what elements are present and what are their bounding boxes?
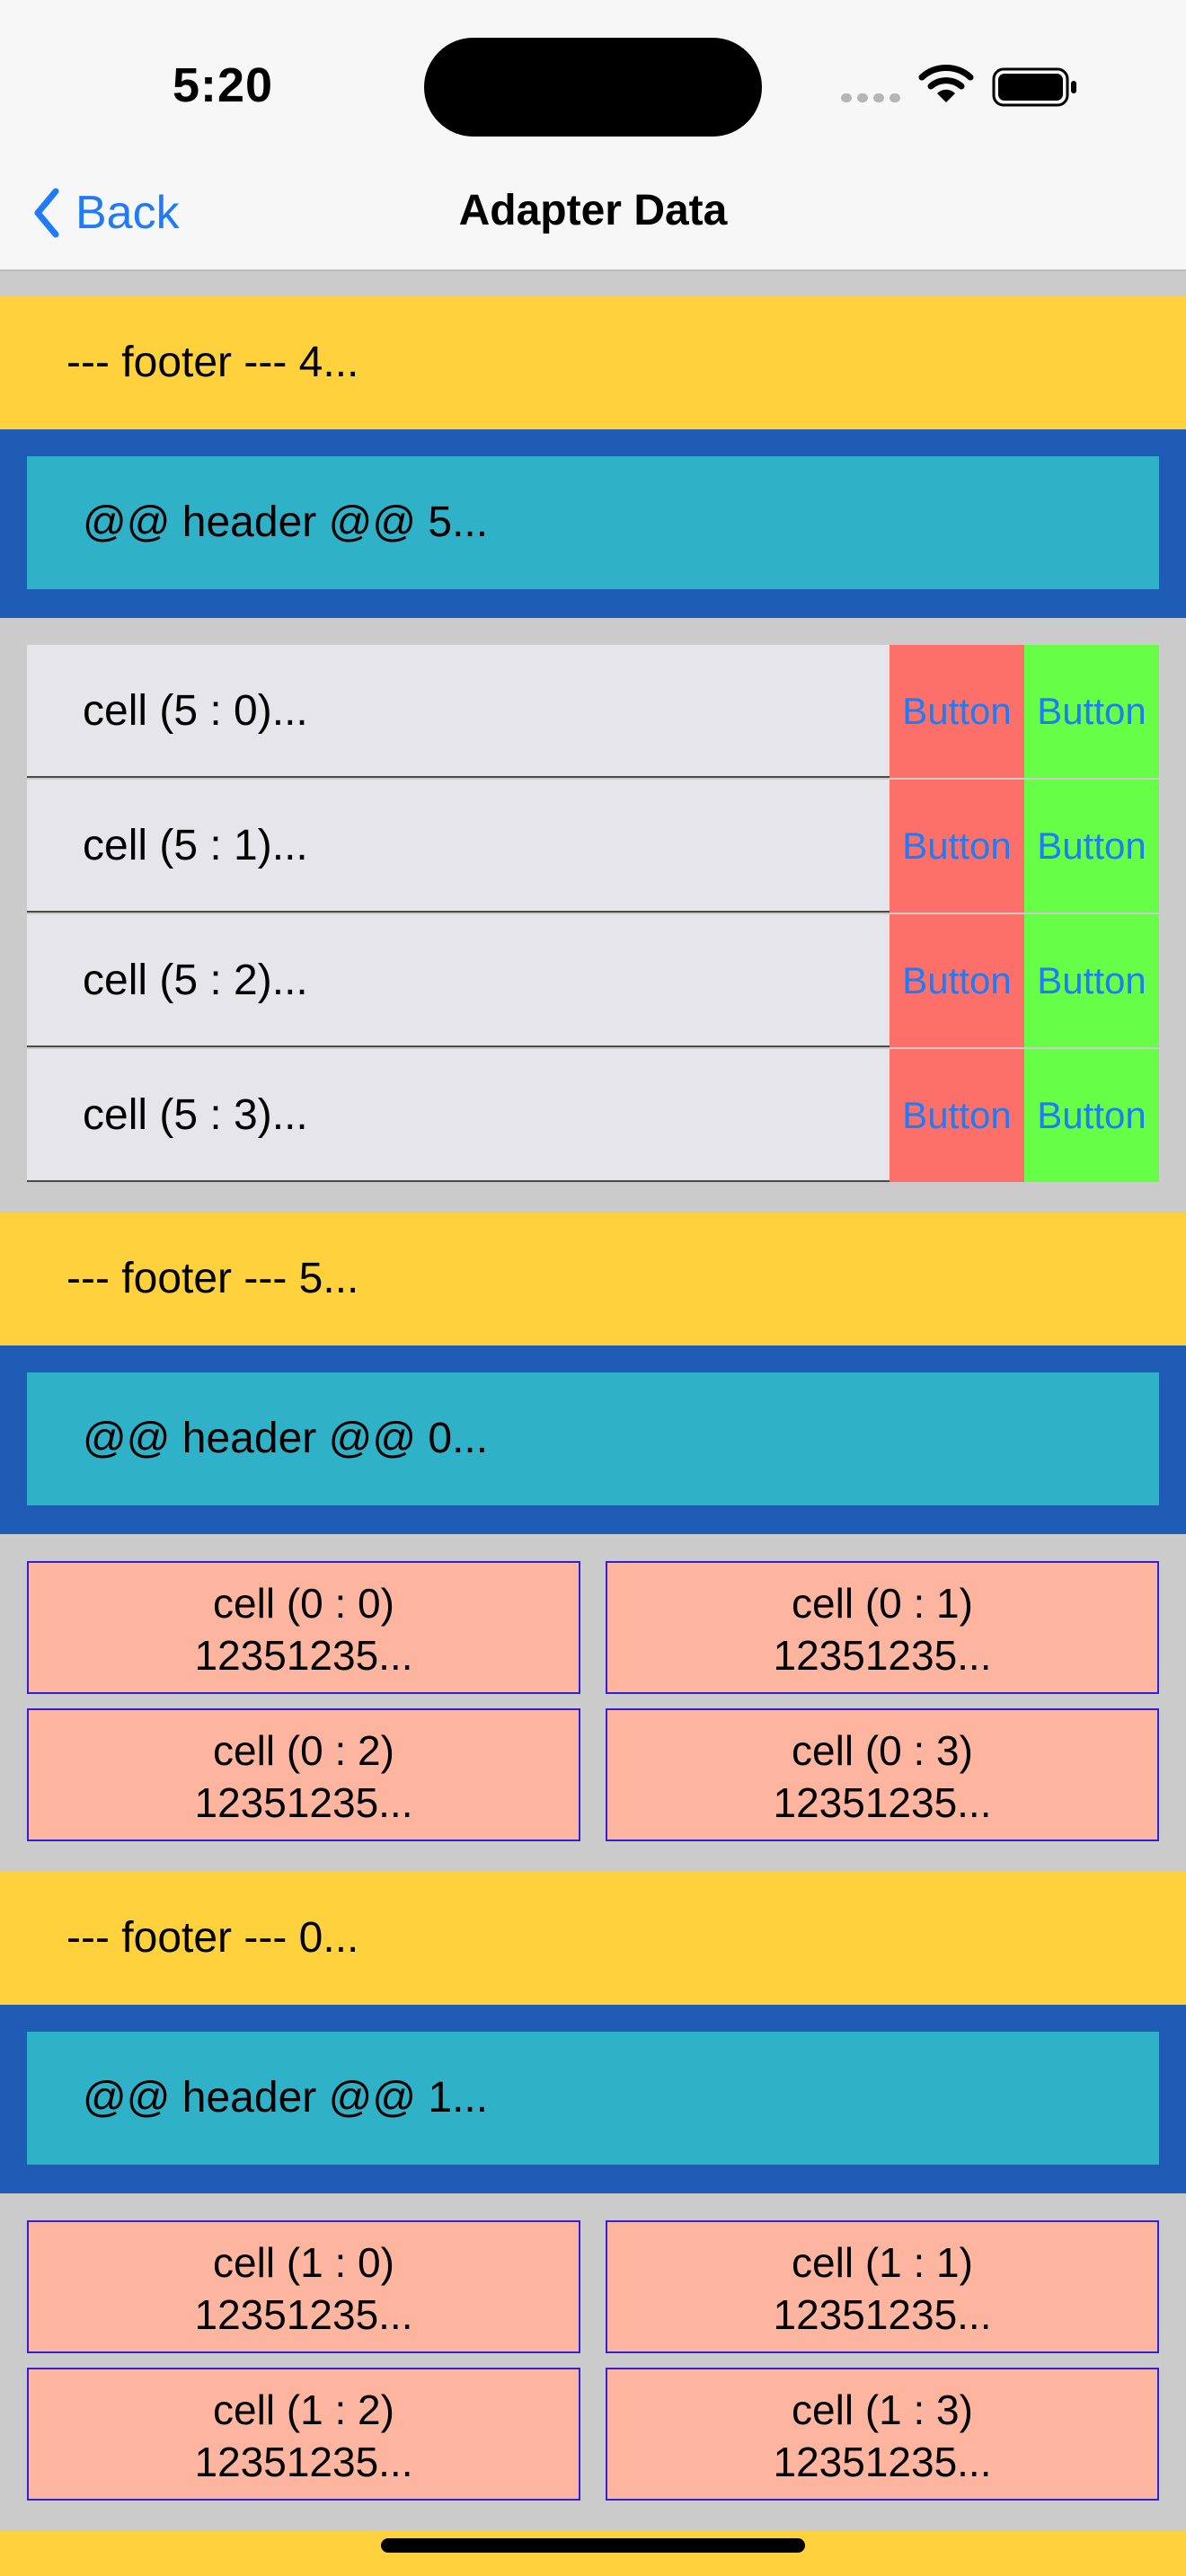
row-button-green[interactable]: Button: [1024, 780, 1159, 913]
grid-cell-value: 12351235...: [194, 2291, 413, 2338]
row-button-green[interactable]: Button: [1024, 645, 1159, 778]
status-bar: 5:20: [0, 0, 1186, 171]
grid-cell[interactable]: cell (0 : 1) 12351235...: [606, 1561, 1159, 1694]
section-footer: --- footer --- 4...: [0, 296, 1186, 429]
row-button-green[interactable]: Button: [1024, 914, 1159, 1047]
table-row[interactable]: cell (5 : 2)... Button Button: [27, 914, 1159, 1047]
grid-cell-title: cell (0 : 3): [792, 1727, 973, 1774]
cell-label: cell (5 : 2)...: [83, 957, 308, 1004]
grid-cell-value: 12351235...: [773, 2291, 992, 2338]
grid-cell[interactable]: cell (0 : 3) 12351235...: [606, 1708, 1159, 1841]
grid-cell-value: 12351235...: [773, 2439, 992, 2485]
header-panel: @@ header @@ 5...: [27, 456, 1159, 589]
grid-cell[interactable]: cell (0 : 2) 12351235...: [27, 1708, 580, 1841]
grid-cell-value: 12351235...: [194, 1632, 413, 1679]
section-header: @@ header @@ 0...: [0, 1345, 1186, 1534]
navigation-bar: Adapter Data Back: [0, 171, 1186, 271]
grid-cell-title: cell (0 : 2): [213, 1727, 394, 1774]
cell-label: cell (5 : 1)...: [83, 822, 308, 869]
row-button-red[interactable]: Button: [890, 780, 1024, 913]
table-row[interactable]: cell (5 : 1)... Button Button: [27, 780, 1159, 913]
chevron-left-icon: [34, 188, 59, 238]
back-button[interactable]: Back: [32, 183, 180, 243]
grid-cell[interactable]: cell (1 : 0) 12351235...: [27, 2220, 580, 2353]
back-button-label: Back: [75, 187, 180, 239]
section-header: @@ header @@ 5...: [0, 429, 1186, 618]
battery-icon: [992, 67, 1076, 107]
row-button-red[interactable]: Button: [890, 645, 1024, 778]
row-button-green[interactable]: Button: [1024, 1049, 1159, 1182]
row-button-red[interactable]: Button: [890, 914, 1024, 1047]
cell-label: cell (5 : 0)...: [83, 687, 308, 735]
grid-cell-value: 12351235...: [194, 1779, 413, 1826]
home-indicator[interactable]: [381, 2538, 805, 2553]
section-header: @@ header @@ 1...: [0, 2005, 1186, 2193]
grid-cell-title: cell (1 : 3): [792, 2386, 973, 2433]
header-label: @@ header @@ 1...: [83, 2074, 489, 2122]
header-panel: @@ header @@ 1...: [27, 2032, 1159, 2165]
grid-cell-value: 12351235...: [773, 1632, 992, 1679]
page-title: Adapter Data: [458, 187, 728, 234]
row-button-red[interactable]: Button: [890, 1049, 1024, 1182]
grid-cell[interactable]: cell (1 : 1) 12351235...: [606, 2220, 1159, 2353]
grid-cell-title: cell (0 : 0): [213, 1580, 394, 1627]
grid-cell[interactable]: cell (1 : 2) 12351235...: [27, 2368, 580, 2501]
grid-cell-title: cell (1 : 2): [213, 2386, 394, 2433]
section-footer: --- footer --- 0...: [0, 1872, 1186, 2005]
footer-label: --- footer --- 5...: [66, 1255, 359, 1302]
cellular-signal-icon: [841, 93, 900, 102]
grid-cell[interactable]: cell (0 : 0) 12351235...: [27, 1561, 580, 1694]
grid-cell-value: 12351235...: [194, 2439, 413, 2485]
section-footer: --- footer --- 5...: [0, 1213, 1186, 1345]
table-row[interactable]: cell (5 : 3)... Button Button: [27, 1049, 1159, 1182]
grid-cell-title: cell (1 : 1): [792, 2239, 973, 2286]
grid-cell-value: 12351235...: [773, 1779, 992, 1826]
dynamic-island: [424, 38, 762, 137]
wifi-icon: [918, 65, 974, 102]
table-row[interactable]: cell (5 : 0)... Button Button: [27, 645, 1159, 778]
header-panel: @@ header @@ 0...: [27, 1372, 1159, 1505]
grid-cell[interactable]: cell (1 : 3) 12351235...: [606, 2368, 1159, 2501]
footer-label: --- footer --- 0...: [66, 1914, 359, 1962]
cell-label: cell (5 : 3)...: [83, 1091, 308, 1139]
header-label: @@ header @@ 5...: [83, 498, 489, 546]
grid-cell-title: cell (1 : 0): [213, 2239, 394, 2286]
status-time: 5:20: [173, 58, 274, 112]
header-label: @@ header @@ 0...: [83, 1415, 489, 1462]
grid-cell-title: cell (0 : 1): [792, 1580, 973, 1627]
footer-label: --- footer --- 4...: [66, 339, 359, 386]
